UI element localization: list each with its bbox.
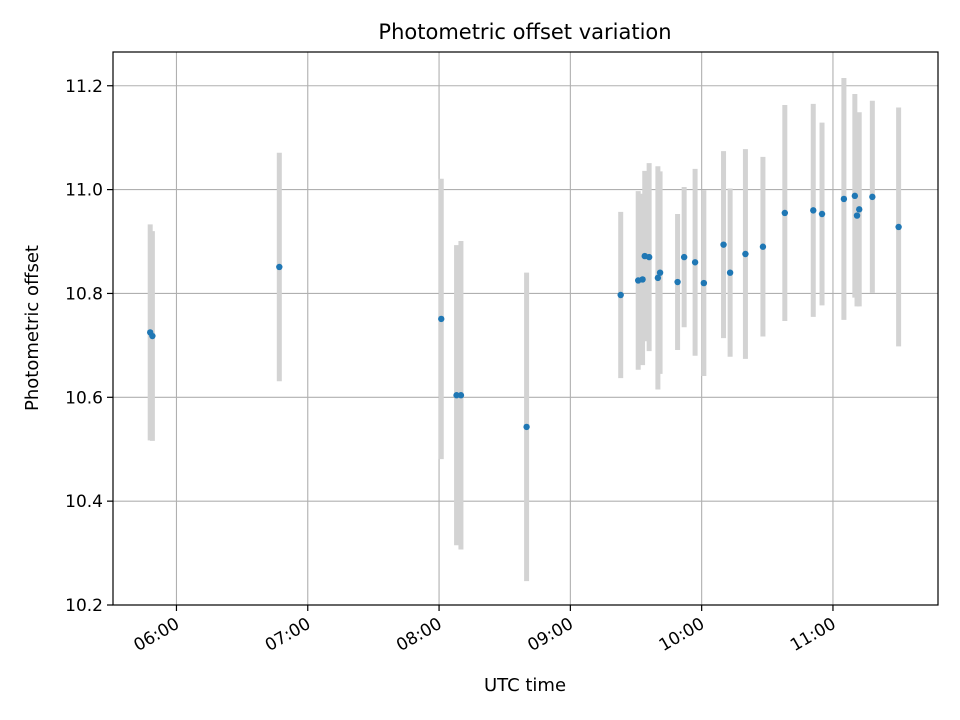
data-point	[818, 210, 826, 218]
data-point	[276, 263, 283, 271]
chart-title: Photometric offset variation	[378, 20, 671, 44]
data-point	[810, 207, 817, 214]
y-tick-label: 11.2	[65, 77, 103, 97]
data-point	[856, 206, 863, 213]
y-tick-label: 11.0	[65, 181, 103, 201]
data-point	[781, 209, 789, 217]
data-point	[617, 291, 624, 299]
y-axis-ticks: 10.2 10.4 10.6 10.8 11.0 11.2	[65, 77, 113, 616]
data-point	[654, 274, 662, 282]
data-point	[674, 278, 681, 286]
data-point	[523, 423, 530, 431]
data-point	[726, 269, 734, 276]
data-point	[759, 243, 767, 250]
data-point	[691, 259, 699, 266]
data-point	[851, 192, 859, 200]
data-point	[742, 250, 749, 258]
data-point	[853, 212, 861, 219]
data-point	[680, 253, 688, 261]
data-point	[639, 276, 646, 283]
x-axis-label: UTC time	[484, 675, 566, 696]
y-tick-label: 10.4	[65, 492, 103, 512]
plot-frame	[112, 51, 939, 606]
data-point	[656, 269, 664, 276]
y-tick-label: 10.2	[65, 596, 103, 616]
data-point	[700, 279, 708, 287]
data-point	[457, 392, 465, 399]
data-points	[147, 192, 902, 431]
data-point	[453, 392, 460, 399]
data-point	[895, 223, 902, 231]
data-point	[438, 315, 445, 323]
data-point	[840, 195, 848, 203]
data-point	[720, 241, 727, 248]
data-point	[869, 193, 876, 201]
data-point	[149, 332, 156, 340]
data-point	[645, 253, 653, 261]
y-axis-label: Photometric offset	[22, 245, 43, 411]
y-tick-label: 10.6	[65, 388, 103, 408]
y-tick-label: 10.8	[65, 284, 103, 304]
